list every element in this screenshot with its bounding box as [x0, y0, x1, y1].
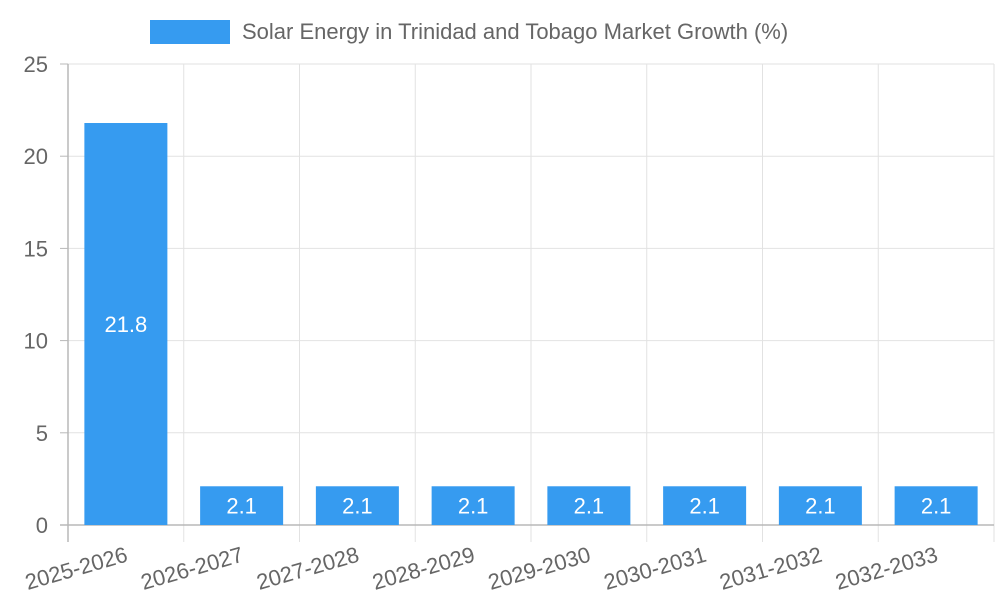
- bar-2027-2028[interactable]: [315, 486, 399, 525]
- y-tick-label: 5: [36, 421, 48, 446]
- legend-swatch: [150, 20, 230, 44]
- bar-data-label: 21.8: [104, 312, 147, 337]
- bar-data-label: 2.1: [458, 494, 489, 519]
- grid: [68, 63, 995, 525]
- bars: [84, 123, 978, 526]
- x-tick-label: 2031-2032: [717, 542, 825, 595]
- y-tick-label: 20: [24, 144, 48, 169]
- bar-data-label: 2.1: [574, 494, 605, 519]
- legend[interactable]: Solar Energy in Trinidad and Tobago Mark…: [150, 19, 788, 44]
- bar-2026-2027[interactable]: [200, 486, 284, 525]
- axes: [60, 63, 995, 542]
- x-tick-label: 2030-2031: [601, 542, 709, 595]
- x-tick-label: 2026-2027: [138, 542, 246, 595]
- bar-data-label: 2.1: [342, 494, 373, 519]
- bar-2028-2029[interactable]: [431, 486, 515, 525]
- bar-data-label: 2.1: [226, 494, 257, 519]
- bar-data-label: 2.1: [689, 494, 720, 519]
- x-tick-label: 2029-2030: [485, 542, 593, 595]
- bar-data-label: 2.1: [805, 494, 836, 519]
- bar-2025-2026[interactable]: [84, 123, 168, 526]
- bar-data-label: 2.1: [921, 494, 952, 519]
- y-tick-label: 0: [36, 513, 48, 538]
- bar-2030-2031[interactable]: [663, 486, 747, 525]
- legend-label: Solar Energy in Trinidad and Tobago Mark…: [242, 19, 788, 44]
- x-tick-label: 2032-2033: [832, 542, 940, 595]
- bar-2032-2033[interactable]: [894, 486, 978, 525]
- data-labels: 21.8 2.1 2.1 2.1 2.1 2.1 2.1 2.1: [104, 312, 951, 519]
- y-tick-label: 15: [24, 236, 48, 261]
- y-tick-label: 25: [24, 52, 48, 77]
- bar-2031-2032[interactable]: [778, 486, 862, 525]
- x-tick-label: 2025-2026: [22, 542, 130, 595]
- bar-2029-2030[interactable]: [547, 486, 631, 525]
- x-tick-label: 2028-2029: [369, 542, 477, 595]
- x-tick-label: 2027-2028: [254, 542, 362, 595]
- y-tick-label: 10: [24, 329, 48, 354]
